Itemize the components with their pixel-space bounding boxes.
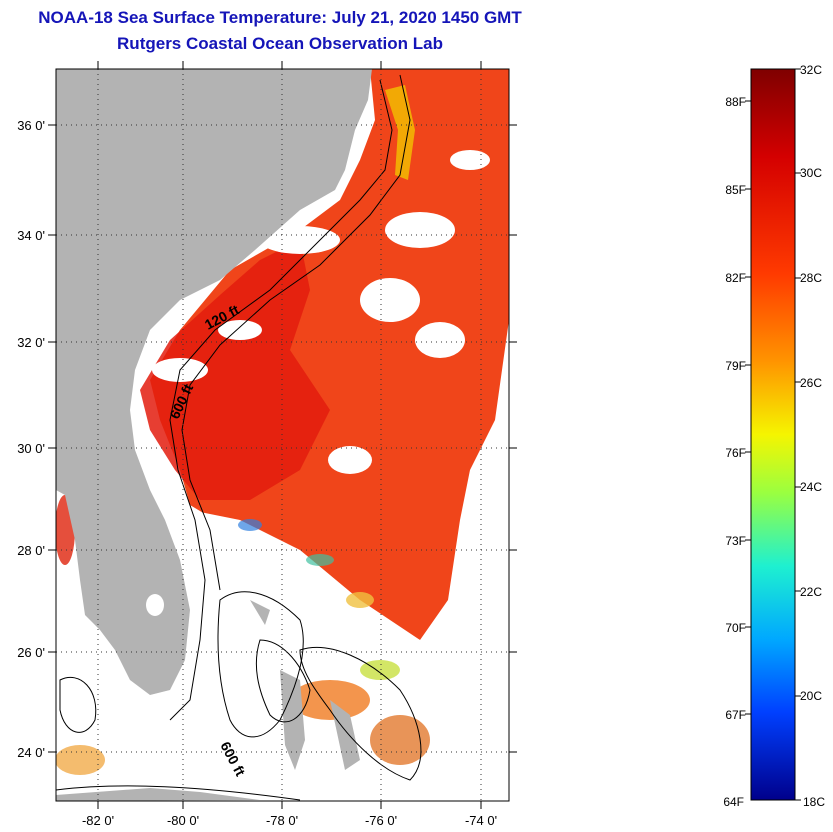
- lon-label: -80 0': [167, 813, 199, 828]
- land-us-southeast: [56, 69, 372, 695]
- colorbar-celsius-label: 20C: [800, 689, 822, 703]
- lat-label: 34 0': [17, 228, 45, 243]
- lat-label: 30 0': [17, 441, 45, 456]
- colorbar-celsius-label: 26C: [800, 376, 822, 390]
- lon-label: -74 0': [465, 813, 497, 828]
- colorbar-celsius-label: 24C: [800, 480, 822, 494]
- colorbar-fahrenheit-label: 88F: [725, 95, 746, 109]
- colorbar-celsius-label: 18C: [803, 795, 825, 809]
- colorbar-celsius-label: 28C: [800, 271, 822, 285]
- land-cuba: [56, 788, 260, 801]
- lake-okeechobee: [146, 594, 164, 616]
- colorbar-celsius-label: 30C: [800, 166, 822, 180]
- map-title: NOAA-18 Sea Surface Temperature: July 21…: [38, 8, 522, 27]
- lon-label: -78 0': [266, 813, 298, 828]
- colorbar-fahrenheit-label: 76F: [725, 446, 746, 460]
- colorbar-fahrenheit-label: 64F: [723, 795, 744, 809]
- map-tick-marks: [48, 61, 517, 809]
- colorbar-fahrenheit-label: 73F: [725, 534, 746, 548]
- colorbar-fahrenheit-label: 67F: [725, 708, 746, 722]
- map-subtitle: Rutgers Coastal Ocean Observation Lab: [117, 34, 443, 53]
- lat-label: 32 0': [17, 335, 45, 350]
- colorbar-ticks: [745, 68, 801, 801]
- colorbar-fahrenheit-label: 79F: [725, 359, 746, 373]
- lat-label: 36 0': [17, 118, 45, 133]
- cloud-cover: [152, 150, 490, 474]
- temperature-colorbar: [750, 68, 796, 801]
- colorbar-celsius-label: 22C: [800, 585, 822, 599]
- lon-label: -82 0': [82, 813, 114, 828]
- map-grid: [56, 69, 509, 801]
- lat-label: 26 0': [17, 645, 45, 660]
- lat-label: 24 0': [17, 745, 45, 760]
- colorbar-fahrenheit-label: 70F: [725, 621, 746, 635]
- colorbar-celsius-label: 32C: [800, 63, 822, 77]
- colorbar-fahrenheit-label: 85F: [725, 183, 746, 197]
- colorbar-fahrenheit-label: 82F: [725, 271, 746, 285]
- lat-label: 28 0': [17, 543, 45, 558]
- bathymetry-contours: [56, 74, 422, 801]
- lon-label: -76 0': [365, 813, 397, 828]
